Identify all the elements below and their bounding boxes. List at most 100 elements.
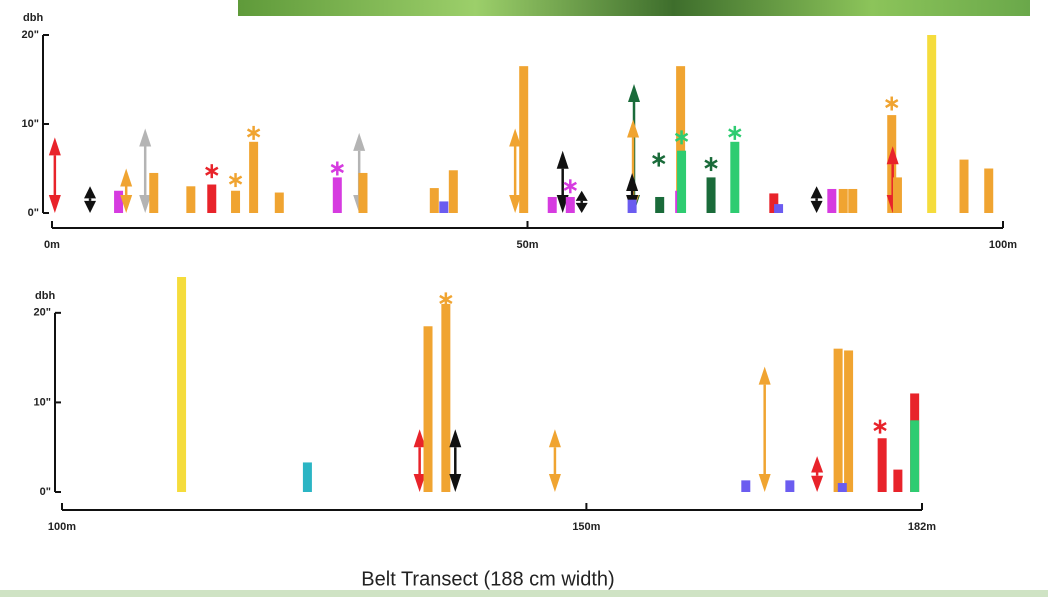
y-tick-label: 0" [40,486,51,498]
arrow-head [575,190,588,201]
tree-bar [231,190,241,213]
arrow-head [353,132,366,151]
arrow-head [548,429,561,448]
star-stroke [652,155,666,165]
tree-bar [332,177,342,213]
star-stroke [674,132,689,142]
x-tick-label: 0m [44,239,60,251]
x-tick-label: 182m [908,521,936,533]
tree-bar [177,277,187,492]
y-axis-label: dbh [23,12,43,24]
arrow-head [758,366,771,385]
tree-bar [959,159,969,213]
tree-arrow [810,186,823,213]
arrow-head [810,200,823,213]
tree-bar [893,469,903,492]
tree-bar [984,168,994,213]
y-tick-label: 10" [34,396,51,408]
arrow-head [139,195,152,213]
x-tick-label: 100m [48,521,76,533]
arrow-head [509,128,522,147]
x-tick-label: 100m [989,239,1017,251]
tree-bar [186,186,196,213]
tree-bar [302,462,312,492]
tree-bar [249,141,259,213]
tree-arrow [509,128,522,213]
arrow-head [556,195,569,213]
arrow-head [886,146,899,165]
tree-bar [706,177,716,213]
x-tick-label: 150m [572,521,600,533]
tree-arrow [84,186,97,213]
arrow-head [413,429,426,448]
tree-bar [892,177,902,213]
y-axis-label: dbh [35,290,55,302]
arrow-head [811,456,824,473]
arrow-head [626,172,639,191]
tree-star [873,419,887,434]
arrow-head [628,83,641,102]
arrow-head [556,150,569,169]
tree-star [246,125,261,140]
tree-bar [844,350,854,492]
arrow-head [120,195,133,213]
tree-bar [448,170,458,213]
star-stroke [885,98,899,109]
tree-arrow [120,168,133,213]
caption: Belt Transect (188 cm width) [361,568,614,590]
y-tick-label: 0" [28,207,39,219]
tree-star [728,125,742,140]
star-stroke [228,175,243,185]
tree-star [704,157,718,172]
tree-star [674,130,689,145]
x-tick-label: 50m [516,239,538,251]
arrow-head [413,474,426,492]
tree-star [652,152,666,167]
arrow-head [810,186,823,199]
tree-star [330,161,344,176]
tree-bar [910,420,920,492]
photo-strip [238,0,1030,16]
tree-bar [741,480,751,492]
arrow-head [139,128,152,147]
tree-bar [565,196,575,213]
star-stroke [873,422,887,432]
arrow-head [575,202,588,213]
arrow-head [449,429,462,448]
tree-arrow [575,190,588,213]
tree-bar [827,188,837,213]
arrow-head [811,475,824,492]
star-stroke [728,128,742,138]
tree-star [563,179,577,194]
tree-bar [423,326,433,492]
arrow-head [509,195,522,213]
tree-bar [677,150,687,213]
y-tick-label: 10" [22,118,39,130]
arrow-head [627,119,640,138]
tree-bar [838,188,848,213]
tree-bar [429,188,439,213]
y-tick-label: 20" [22,29,39,41]
tree-star [228,173,243,188]
star-stroke [246,128,261,138]
tree-bar [833,348,843,492]
tree-star [885,96,899,111]
tree-arrow [449,429,462,492]
tree-bar [274,192,284,213]
arrow-head [48,195,61,213]
tree-bar [207,184,217,213]
tree-bar [730,141,740,213]
arrow-head [120,168,133,187]
tree-bar [358,172,368,213]
tree-arrow [556,150,569,213]
bottom-strip [0,590,1048,597]
star-stroke [205,166,219,176]
tree-arrow [548,429,561,492]
star-stroke [704,159,718,169]
tree-bar [655,196,665,213]
tree-star [439,292,453,307]
tree-bar [927,35,937,213]
star-stroke [563,181,577,191]
tree-bar [547,196,557,213]
arrow-head [449,474,462,492]
